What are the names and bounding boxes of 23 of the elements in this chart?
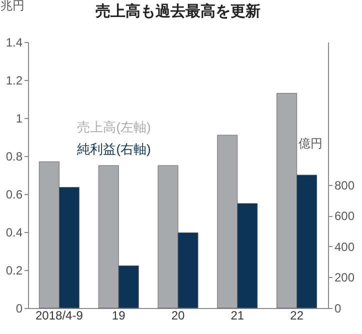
x-tick-label: 2018/4-9 <box>36 308 84 322</box>
y2-tick-label: 600 <box>334 209 355 224</box>
y2-tick-label: 400 <box>334 240 355 254</box>
text: 純利益(右軸) <box>77 141 151 156</box>
y2-tick-label: 800 <box>334 178 355 192</box>
y-tick-label: 0.4 <box>6 226 23 240</box>
y-tick-label: 0.8 <box>6 150 23 164</box>
text: 売上高(左軸) <box>77 120 151 135</box>
y2-axis-title: 億円 <box>298 136 322 150</box>
x-tick-label: 22 <box>290 308 304 322</box>
y2-tick-label: 0 <box>334 302 342 316</box>
y-tick-label: 1.4 <box>6 36 23 50</box>
y-tick-label: 0.6 <box>6 188 23 202</box>
y-axis-title: 兆円 <box>0 0 24 12</box>
x-tick-label: 20 <box>171 308 185 322</box>
y-tick-label: 0.2 <box>6 264 23 278</box>
y2-tick-label: 200 <box>334 270 355 285</box>
y-tick-label: 0 <box>16 302 23 316</box>
x-tick-label: 21 <box>230 308 244 322</box>
chart-title: 売上高も過去最高を更新 <box>96 2 260 20</box>
y-tick-label: 1 <box>16 112 23 126</box>
x-tick-label: 19 <box>112 308 126 322</box>
y-tick-label: 1.2 <box>6 74 23 88</box>
